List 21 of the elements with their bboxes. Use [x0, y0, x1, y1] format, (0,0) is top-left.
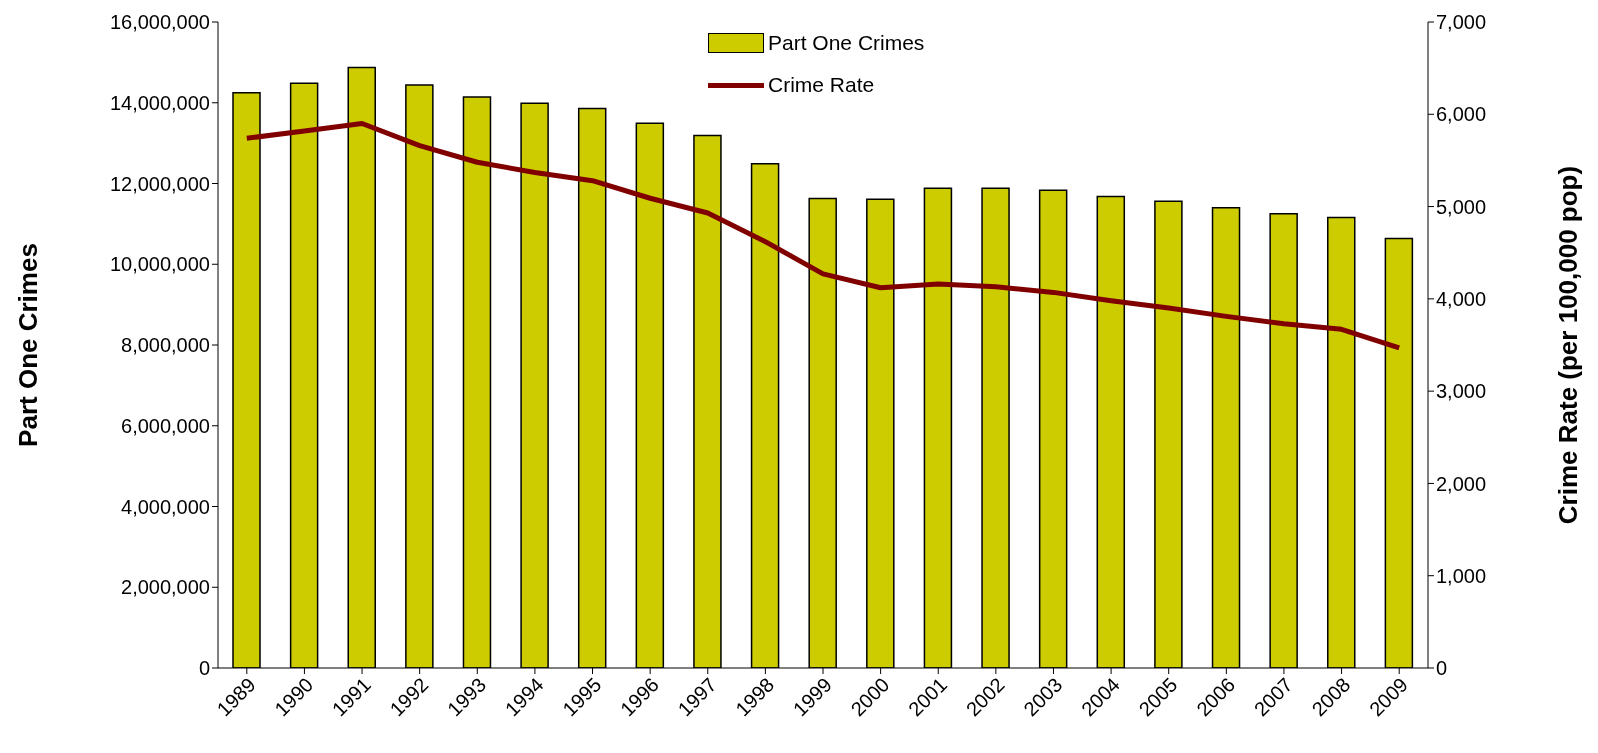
y2-tick-label: 7,000 [1436, 11, 1487, 34]
y2-tick-label: 1,000 [1436, 564, 1487, 587]
y-tick-label: 0 [198, 657, 210, 680]
y-tick-label: 4,000,000 [121, 495, 210, 518]
y-tick-label: 6,000,000 [121, 414, 210, 437]
y2-tick-label: 3,000 [1436, 380, 1487, 403]
y-tick-label: 16,000,000 [109, 11, 210, 34]
y-tick-label: 12,000,000 [109, 172, 210, 195]
y2-axis-title: Crime Rate (per 100,000 pop) [1553, 165, 1584, 525]
y-axis-title: Part One Crimes [13, 243, 44, 447]
legend-label: Crime Rate [768, 73, 875, 97]
y2-tick-label: 6,000 [1436, 103, 1487, 126]
y2-tick-label: 2,000 [1436, 472, 1487, 495]
y2-tick-label: 0 [1436, 657, 1448, 680]
y-tick-label: 2,000,000 [121, 576, 210, 599]
y-tick-label: 8,000,000 [121, 334, 210, 357]
y-tick-label: 14,000,000 [109, 91, 210, 114]
y-tick-label: 10,000,000 [109, 253, 210, 276]
legend-label: Part One Crimes [768, 31, 925, 55]
y2-tick-label: 5,000 [1436, 195, 1487, 218]
y2-tick-label: 4,000 [1436, 287, 1487, 310]
